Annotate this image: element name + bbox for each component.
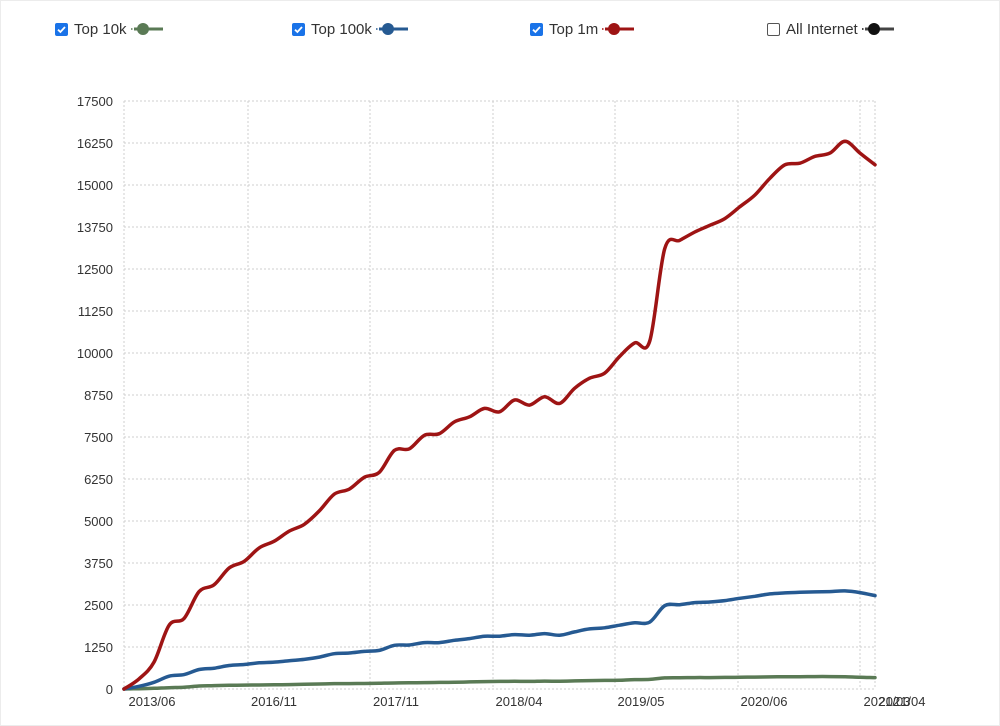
legend-label-all-internet: All Internet	[786, 20, 858, 38]
checkbox-all-internet[interactable]	[767, 22, 780, 36]
legend-item-top-1m[interactable]: Top 1m	[530, 18, 636, 40]
legend-label-top-10k: Top 10k	[74, 20, 127, 38]
chart-legend: Top 10k Top 100k Top 1m All Interne	[0, 0, 1000, 56]
series-marker-icon	[602, 23, 635, 35]
checkbox-top-1m[interactable]	[530, 22, 543, 36]
legend-item-all-internet[interactable]: All Internet	[767, 18, 896, 40]
series-marker-icon	[375, 23, 408, 35]
legend-item-top-10k[interactable]: Top 10k	[55, 18, 165, 40]
legend-label-top-1m: Top 1m	[549, 20, 599, 38]
checkbox-top-10k[interactable]	[55, 22, 68, 36]
legend-label-top-100k: Top 100k	[311, 20, 372, 38]
checkbox-top-100k[interactable]	[292, 22, 305, 36]
series-marker-icon	[861, 23, 894, 35]
legend-item-top-100k[interactable]: Top 100k	[292, 18, 410, 40]
series-marker-icon	[130, 23, 163, 35]
